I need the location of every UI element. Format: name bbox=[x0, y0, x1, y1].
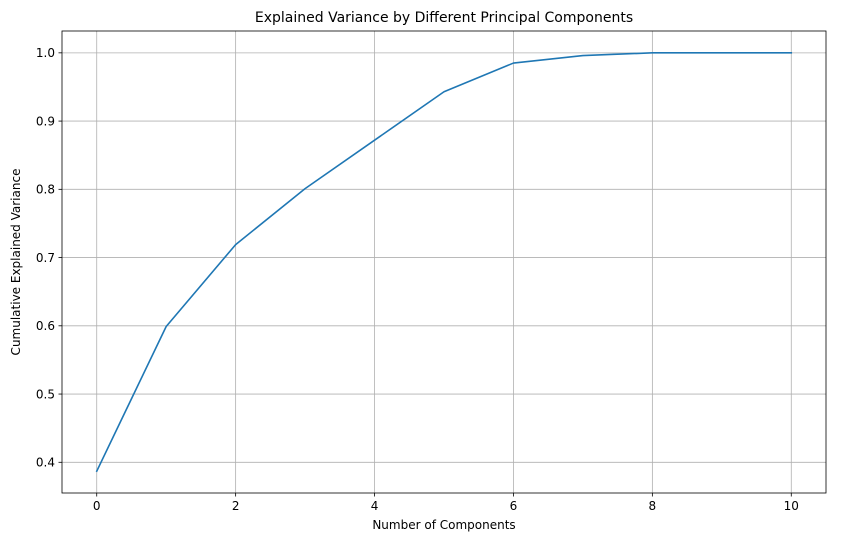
y-axis-label: Cumulative Explained Variance bbox=[9, 169, 23, 356]
y-tick-label: 1.0 bbox=[36, 46, 55, 60]
y-tick-label: 0.4 bbox=[36, 456, 55, 470]
chart-title: Explained Variance by Different Principa… bbox=[255, 10, 633, 26]
y-tick-label: 0.6 bbox=[36, 319, 55, 333]
x-axis-ticks: 0 2 4 6 8 10 bbox=[93, 493, 799, 513]
x-tick-label: 0 bbox=[93, 499, 101, 513]
x-tick-label: 10 bbox=[784, 499, 799, 513]
series-line bbox=[95, 52, 793, 473]
y-tick-label: 0.5 bbox=[36, 387, 55, 401]
series-group bbox=[95, 52, 793, 473]
y-tick-label: 0.7 bbox=[36, 251, 55, 265]
y-tick-label: 0.8 bbox=[36, 183, 55, 197]
x-tick-label: 8 bbox=[649, 499, 657, 513]
y-tick-label: 0.9 bbox=[36, 114, 55, 128]
x-tick-label: 2 bbox=[232, 499, 240, 513]
plot-frame bbox=[61, 30, 827, 494]
y-axis-ticks: 0.4 0.5 0.6 0.7 0.8 0.9 1.0 bbox=[36, 46, 62, 470]
x-tick-label: 4 bbox=[371, 499, 379, 513]
x-axis-label: Number of Components bbox=[372, 518, 515, 532]
x-tick-label: 6 bbox=[510, 499, 518, 513]
